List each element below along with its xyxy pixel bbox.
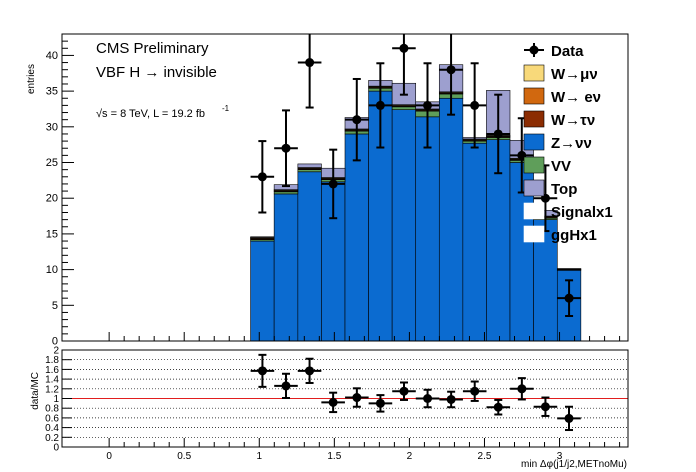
- ratio-panel: [62, 359, 628, 438]
- legend-swatch-ggH: [523, 225, 545, 243]
- legend-swatch-Signal: [523, 202, 545, 220]
- legend-swatch-Wenu: [523, 87, 545, 105]
- cms-title: CMS Preliminary: [96, 40, 209, 57]
- legend-label-VV: VV: [551, 158, 571, 175]
- ratio-y-tick-label: 1: [53, 394, 59, 405]
- x-tick-label: 0.5: [177, 451, 191, 462]
- legend-label-Wenu: W→ eν: [551, 89, 601, 106]
- legend-label-Signal: Signalx1: [551, 204, 613, 221]
- analysis-subtitle: VBF H → invisible: [96, 64, 217, 81]
- data-point: [328, 179, 338, 189]
- bar-Zvv-2: [297, 171, 322, 342]
- data-point: [281, 143, 291, 153]
- bar-Zvv-0: [250, 240, 275, 342]
- main-y-tick-label: 0: [52, 336, 58, 348]
- data-point: [446, 65, 456, 75]
- ratio-point: [328, 397, 338, 407]
- ratio-y-tick-label: 0.2: [45, 433, 59, 444]
- main-frame: [61, 33, 629, 342]
- data-points: [250, 34, 581, 432]
- bar-Zvv-7: [415, 116, 440, 342]
- x-tick-label: 3: [557, 451, 563, 462]
- ratio-point: [375, 398, 385, 408]
- bar-Zvv-1: [273, 193, 299, 342]
- legend-label-data: Data: [551, 43, 584, 60]
- ratio-point: [305, 366, 315, 376]
- bar-VV-6: [391, 106, 417, 110]
- x-tick-label: 1: [256, 451, 262, 462]
- legend-label-Top: Top: [551, 181, 577, 198]
- ratio-y-tick-label: 0.6: [45, 413, 59, 424]
- x-tick-label: 0: [106, 451, 112, 462]
- ratio-y-tick-label: 1.4: [45, 375, 59, 386]
- data-point: [305, 58, 315, 68]
- legend-label-Wtaunu: W→τν: [551, 112, 595, 129]
- bar-Zvv-4: [344, 133, 369, 342]
- lumi-exponent: -1: [222, 104, 230, 113]
- data-point: [493, 129, 503, 139]
- bar-VV-1: [273, 191, 299, 195]
- legend-data-marker: [529, 45, 539, 55]
- ratio-y-tick-label: 1.6: [45, 365, 59, 376]
- legend-label-ggH: ggHx1: [551, 227, 597, 244]
- ratio-y-tick-label: 1.8: [45, 355, 59, 366]
- ratio-point: [470, 386, 480, 396]
- ratio-point: [423, 394, 433, 403]
- main-y-tick-label: 20: [46, 193, 58, 205]
- data-point: [564, 293, 574, 303]
- main-y-tick-label: 40: [46, 50, 58, 62]
- data-point: [352, 115, 362, 125]
- legend: Data W→μν W→ eν W→τν Z→νν VV Top Signalx1 ggHx1: [523, 43, 613, 244]
- bar-Zvv-6: [391, 109, 417, 342]
- ratio-point: [564, 413, 574, 423]
- bar-Top-2: [297, 163, 322, 168]
- ratio-y-tick-label: 0.4: [45, 423, 59, 434]
- legend-swatch-Top: [523, 179, 545, 197]
- data-point: [399, 43, 409, 53]
- ratio-y-axis-title: data/MC: [30, 372, 41, 410]
- main-y-tick-label: 5: [52, 300, 58, 312]
- legend-swatch-Wmunu: [523, 64, 545, 82]
- bar-VV-2: [297, 169, 322, 173]
- ratio-point: [399, 386, 409, 396]
- ratio-y-tick-label: 2: [53, 346, 59, 357]
- data-point: [470, 100, 480, 110]
- main-y-tick-label: 35: [46, 86, 58, 98]
- ratio-point: [517, 384, 527, 394]
- main-y-tick-label: 30: [46, 121, 58, 133]
- x-tick-label: 2.5: [478, 451, 492, 462]
- legend-swatch-Zvv: [523, 133, 545, 151]
- legend-label-Zvv: Z→νν: [551, 135, 592, 152]
- data-point: [422, 100, 432, 110]
- legend-label-Wmunu: W→μν: [551, 66, 598, 83]
- x-axis-title: min Δφ(j1/j2,METnoMu): [521, 459, 627, 470]
- bar-Top-0: [250, 236, 275, 238]
- ratio-point: [352, 393, 362, 403]
- bar-Zvv-9: [462, 142, 487, 342]
- main-y-axis-title: entries: [26, 64, 37, 94]
- bar-Zvv-8: [438, 97, 464, 342]
- x-tick-label: 1.5: [327, 451, 341, 462]
- legend-swatch-Wtaunu: [523, 110, 545, 128]
- ratio-point: [446, 394, 456, 404]
- ratio-point: [281, 381, 291, 391]
- data-point: [375, 100, 385, 110]
- ratio-point: [257, 366, 267, 376]
- main-y-tick-label: 15: [46, 228, 58, 240]
- ratio-y-tick-label: 0: [53, 443, 59, 454]
- legend-swatch-VV: [523, 156, 545, 174]
- main-y-tick-label: 25: [46, 157, 58, 169]
- main-y-tick-label: 10: [46, 264, 58, 276]
- ratio-point: [540, 402, 550, 412]
- data-point: [257, 172, 267, 182]
- axes: 051015202530354000.20.40.60.811.21.41.61…: [45, 33, 629, 462]
- ratio-y-tick-label: 0.8: [45, 404, 59, 415]
- lumi-label: √s = 8 TeV, L = 19.2 fb: [96, 108, 205, 120]
- ratio-point: [493, 402, 503, 412]
- ratio-y-tick-label: 1.2: [45, 384, 59, 395]
- x-tick-label: 2: [407, 451, 413, 462]
